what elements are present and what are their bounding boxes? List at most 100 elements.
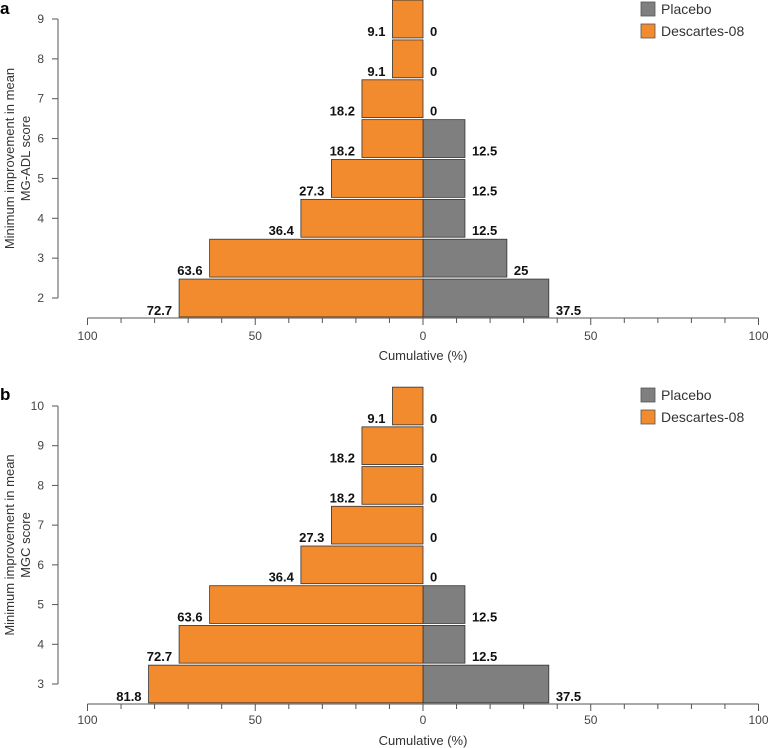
data-label: 18.2 xyxy=(330,104,355,119)
x-tick-label: 50 xyxy=(584,329,598,343)
data-label: 72.7 xyxy=(147,303,172,318)
data-label: 12.5 xyxy=(472,609,497,624)
x-tick-label: 100 xyxy=(77,713,97,727)
y-tick-label: 9 xyxy=(37,439,44,453)
data-label: 18.2 xyxy=(330,490,355,505)
y-tick-label: 6 xyxy=(37,132,44,146)
data-label: 25 xyxy=(514,263,528,278)
x-tick-label: 100 xyxy=(77,329,97,343)
legend-label: Descartes-08 xyxy=(661,409,744,425)
legend-swatch xyxy=(640,1,656,17)
x-tick-label: 100 xyxy=(748,329,768,343)
legend-swatch xyxy=(640,409,656,425)
data-label: 63.6 xyxy=(177,263,202,278)
y-tick-label: 4 xyxy=(37,211,44,225)
panel-a: a 2 3 4 5 6 7 8 9 Minimum improvement in mean MG-A… xyxy=(0,0,768,363)
data-label: 37.5 xyxy=(556,303,581,318)
bar-descartes-08 xyxy=(392,39,424,79)
x-tick-label: 100 xyxy=(748,713,768,727)
y-tick-label: 7 xyxy=(37,518,44,532)
y-tick-label: 8 xyxy=(37,478,44,492)
bar-placebo xyxy=(422,278,550,318)
legend-swatch xyxy=(640,23,656,39)
x-axis-title: Cumulative (%) xyxy=(379,733,468,748)
data-label: 12.5 xyxy=(472,223,497,238)
x-axis-title: Cumulative (%) xyxy=(379,348,468,363)
data-label: 36.4 xyxy=(269,223,295,238)
legend-label: Placebo xyxy=(661,1,712,17)
bar-descartes-08 xyxy=(361,466,424,505)
legend: Placebo Descartes-08 xyxy=(640,1,744,39)
y-tick-label: 7 xyxy=(37,92,44,106)
data-label: 36.4 xyxy=(269,570,295,585)
data-label: 81.8 xyxy=(116,689,141,704)
y-tick-label: 6 xyxy=(37,558,44,572)
bar-placebo xyxy=(422,238,508,278)
data-label: 27.3 xyxy=(299,183,324,198)
x-tick-label: 50 xyxy=(584,713,598,727)
panel-label: a xyxy=(0,0,10,18)
bar-descartes-08 xyxy=(361,79,424,119)
y-tick-label: 9 xyxy=(37,12,44,26)
data-label: 18.2 xyxy=(330,144,355,159)
bar-descartes-08 xyxy=(209,238,424,278)
bar-descartes-08 xyxy=(392,0,424,39)
data-label: 27.3 xyxy=(299,530,324,545)
data-label: 72.7 xyxy=(147,649,172,664)
y-tick-label: 4 xyxy=(37,637,44,651)
bar-placebo xyxy=(422,625,466,664)
y-tick-label: 3 xyxy=(37,251,44,265)
y-tick-label: 3 xyxy=(37,677,44,691)
y-tick-label: 10 xyxy=(31,399,45,413)
bar-placebo xyxy=(422,159,466,198)
y-axis-title: Minimum improvement in mean xyxy=(2,68,17,249)
y-tick-label: 8 xyxy=(37,52,44,66)
data-label: 0 xyxy=(430,64,437,79)
data-label: 9.1 xyxy=(367,411,385,426)
y-tick-label: 5 xyxy=(37,598,44,612)
legend-label: Descartes-08 xyxy=(661,23,744,39)
bar-descartes-08 xyxy=(361,119,424,158)
legend: Placebo Descartes-08 xyxy=(640,387,744,425)
y-axis-title: MGC score xyxy=(18,512,33,578)
bar-placebo xyxy=(422,585,466,624)
panel-label: b xyxy=(0,385,10,404)
data-label: 0 xyxy=(430,530,437,545)
bar-descartes-08 xyxy=(148,664,424,704)
data-label: 9.1 xyxy=(367,24,385,39)
y-axis-title: MG-ADL score xyxy=(18,116,33,201)
data-label: 12.5 xyxy=(472,144,497,159)
bar-placebo xyxy=(422,119,466,158)
data-label: 0 xyxy=(430,24,437,39)
bar-descartes-08 xyxy=(300,545,424,585)
data-label: 9.1 xyxy=(367,64,385,79)
data-label: 0 xyxy=(430,451,437,466)
y-tick-label: 2 xyxy=(37,291,44,305)
data-label: 12.5 xyxy=(472,649,497,664)
data-label: 18.2 xyxy=(330,451,355,466)
data-label: 0 xyxy=(430,411,437,426)
data-label: 0 xyxy=(430,570,437,585)
x-tick-label: 0 xyxy=(420,713,427,727)
bar-placebo xyxy=(422,664,550,704)
bar-descartes-08 xyxy=(300,198,424,238)
x-tick-label: 50 xyxy=(249,329,263,343)
bar-descartes-08 xyxy=(392,386,424,426)
data-label: 63.6 xyxy=(177,609,202,624)
bar-descartes-08 xyxy=(178,625,424,664)
data-label: 0 xyxy=(430,104,437,119)
bar-descartes-08 xyxy=(331,159,424,198)
y-tick-label: 5 xyxy=(37,171,44,185)
x-tick-label: 50 xyxy=(249,713,263,727)
bar-descartes-08 xyxy=(331,505,424,545)
x-tick-label: 0 xyxy=(420,329,427,343)
bar-descartes-08 xyxy=(178,278,424,318)
bar-descartes-08 xyxy=(209,585,424,624)
panel-b: b 3 4 5 6 7 8 9 10 Minimum improvement in mean MGC… xyxy=(0,385,768,748)
bar-descartes-08 xyxy=(361,426,424,465)
data-label: 37.5 xyxy=(556,689,581,704)
bar-placebo xyxy=(422,198,466,238)
data-label: 12.5 xyxy=(472,183,497,198)
data-label: 0 xyxy=(430,490,437,505)
